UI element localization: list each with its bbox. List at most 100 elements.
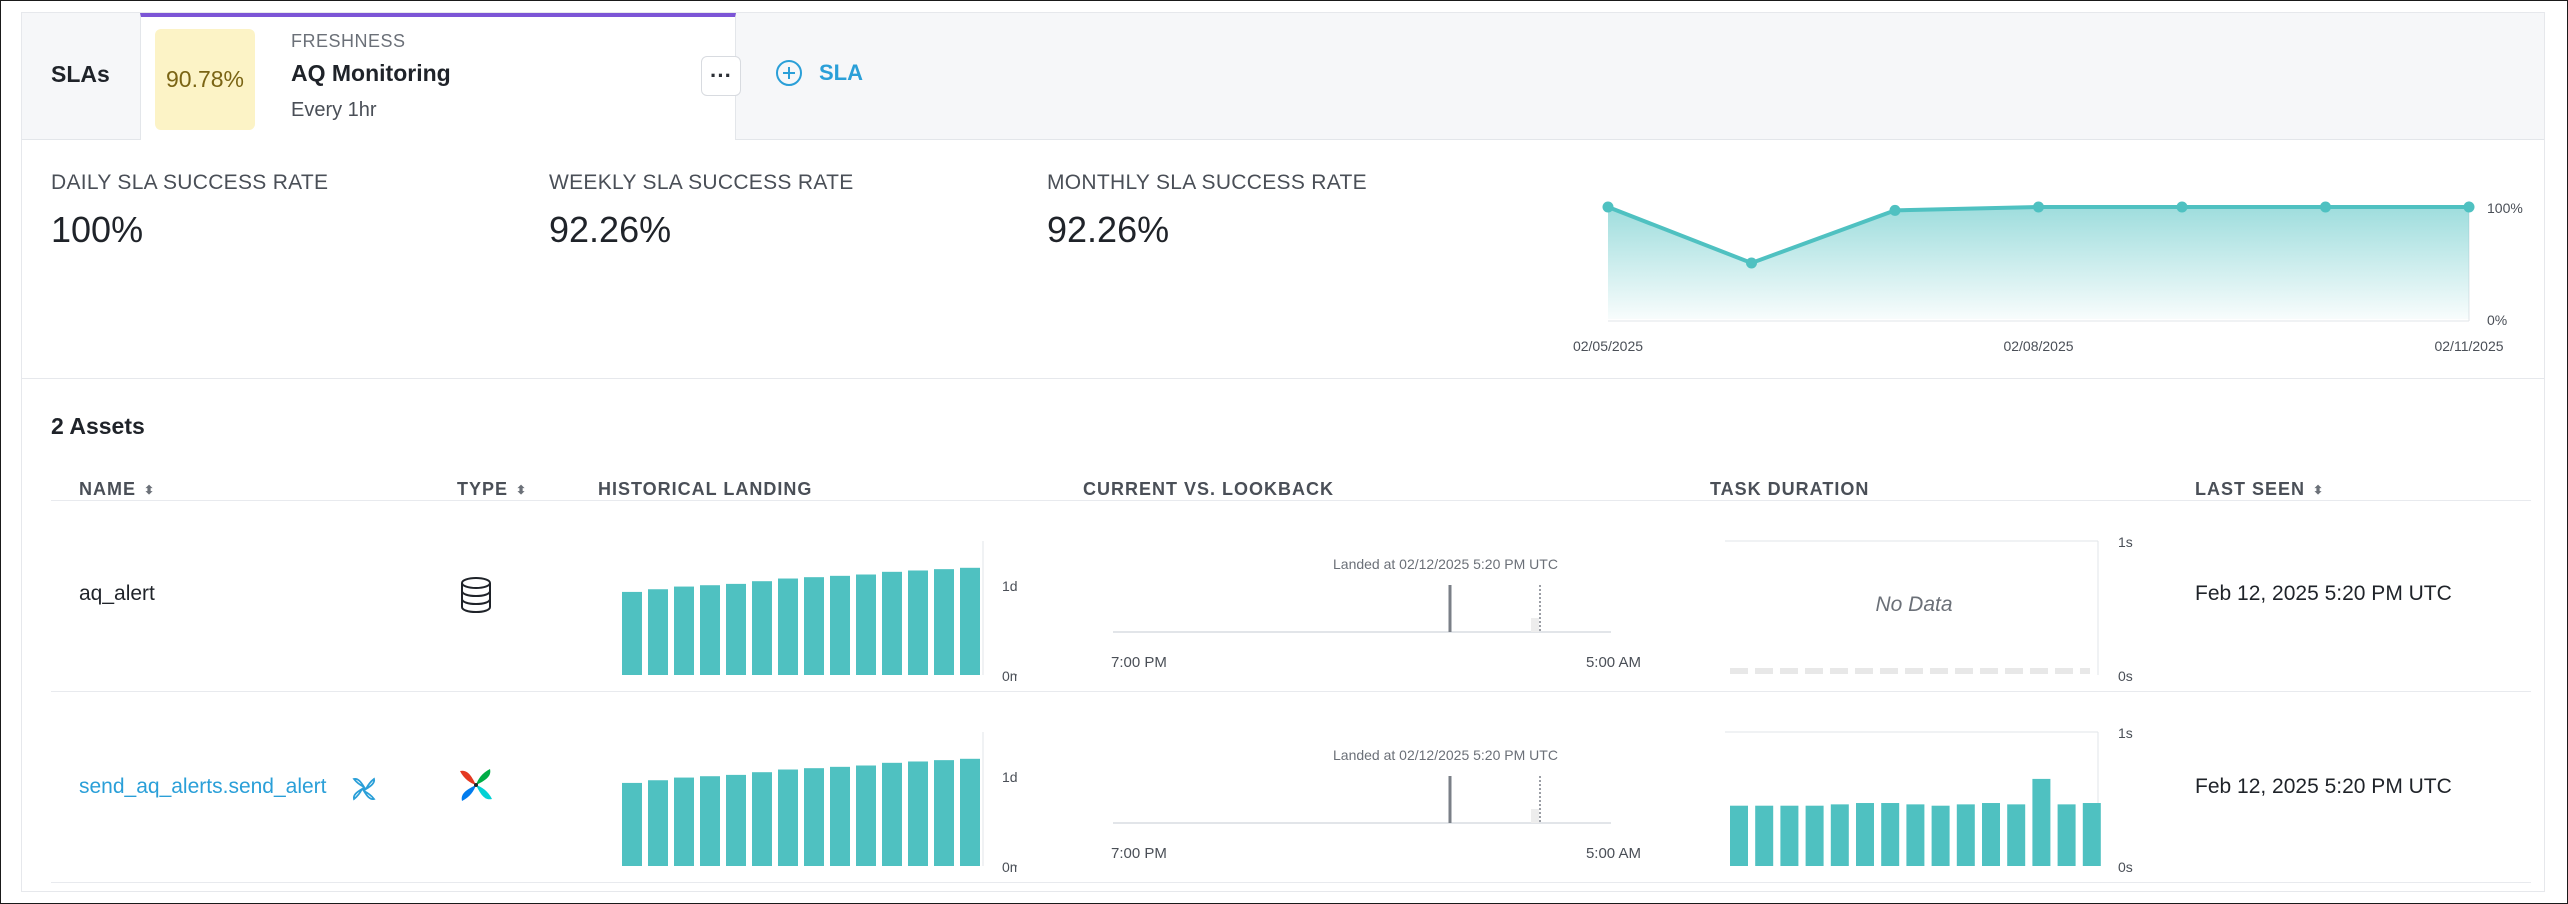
plus-circle-icon [776, 60, 802, 86]
column-type-label: TYPE [457, 479, 509, 499]
trend-point [2320, 201, 2331, 213]
asset-name[interactable]: aq_alert [79, 582, 155, 605]
sla-type-label: FRESHNESS [291, 31, 406, 51]
sort-icon: ⬍ [516, 482, 528, 497]
sla-panel: SLAs 90.78% FRESHNESS AQ Monitoring Ever… [21, 12, 2545, 892]
task-duration-chart: 1s 0s No Data [1725, 534, 2133, 684]
last-seen-value: Feb 12, 2025 5:20 PM UTC [2195, 775, 2452, 798]
y-tick-label: 1d [1002, 769, 1017, 785]
landing-bar [726, 774, 746, 866]
weekly-rate: WEEKLY SLA SUCCESS RATE 92.26% [549, 171, 854, 251]
landing-bar [856, 765, 876, 866]
monthly-rate-value: 92.26% [1047, 209, 1170, 250]
no-data-label: No Data [1875, 593, 1952, 616]
current-vs-lookback-chart: Landed at 02/12/2025 5:20 PM UTC 7:00 PM 5… [1111, 556, 1641, 671]
last-seen-value: Feb 12, 2025 5:20 PM UTC [2195, 582, 2452, 605]
trend-point [2176, 201, 2188, 213]
monthly-rate-label: MONTHLY SLA SUCCESS RATE [1047, 171, 1367, 194]
x-tick-label: 7:00 PM [1111, 845, 1167, 862]
landing-bar [882, 571, 902, 675]
asset-name-link[interactable]: send_aq_alerts.send_alert [79, 775, 327, 798]
trend-point [1746, 257, 1757, 269]
sort-icon: ⬍ [144, 482, 156, 497]
landing-bar [648, 589, 668, 675]
landing-bar [960, 567, 980, 675]
y-tick-label: 1s [2118, 725, 2133, 741]
column-header-last-seen[interactable]: LAST SEEN ⬍ [2195, 479, 2324, 500]
daily-rate: DAILY SLA SUCCESS RATE 100% [51, 171, 328, 251]
assets-count-title: 2 Assets [51, 413, 145, 439]
lookback-window [1531, 618, 1539, 632]
x-tick-label: 02/11/2025 [2434, 338, 2503, 354]
sla-name: AQ Monitoring [291, 60, 451, 86]
landing-bar [622, 782, 642, 866]
duration-bar [2082, 803, 2101, 866]
sla-percent-badge: 90.78% [155, 29, 255, 130]
duration-bar [1856, 803, 1874, 866]
daily-rate-value: 100% [51, 209, 144, 250]
column-header-name[interactable]: NAME ⬍ [79, 479, 155, 500]
sla-tab-aq-monitoring[interactable]: 90.78% FRESHNESS AQ Monitoring Every 1hr… [140, 13, 741, 140]
column-duration-label: TASK DURATION [1710, 479, 1870, 499]
landing-bar [700, 585, 720, 675]
landing-bar [856, 574, 876, 675]
monthly-rate: MONTHLY SLA SUCCESS RATE 92.26% [1047, 171, 1367, 251]
landing-bar [830, 766, 850, 866]
lineage-icon[interactable] [349, 774, 379, 804]
column-header-current: CURRENT VS. LOOKBACK [1083, 479, 1334, 500]
landing-bar [830, 575, 850, 675]
airflow-icon [460, 769, 492, 801]
landing-bar [960, 758, 980, 866]
database-icon [461, 577, 491, 614]
sla-schedule: Every 1hr [291, 99, 377, 121]
x-tick-label: 02/08/2025 [2003, 338, 2073, 354]
landing-bar [752, 772, 772, 866]
landing-bar [908, 570, 928, 675]
trend-point [2033, 201, 2044, 213]
landing-bar [908, 761, 928, 866]
column-last-seen-label: LAST SEEN [2195, 479, 2306, 499]
landing-bar [778, 769, 798, 866]
row-divider [51, 882, 2531, 883]
landing-bar [726, 583, 746, 675]
y-tick-label: 0m [1002, 859, 1017, 875]
column-name-label: NAME [79, 479, 136, 499]
landing-bar [804, 768, 824, 866]
landing-bar [804, 577, 824, 675]
duration-bar [1805, 805, 1824, 866]
landed-annotation: Landed at 02/12/2025 5:20 PM UTC [1333, 747, 1558, 763]
column-header-type[interactable]: TYPE ⬍ [457, 479, 527, 500]
landing-bar [934, 569, 954, 675]
x-tick-label: 7:00 PM [1111, 654, 1167, 671]
duration-bar [1881, 803, 1900, 866]
duration-bar [2057, 804, 2076, 866]
duration-bar [1931, 805, 1950, 866]
y-tick-label: 1s [2118, 534, 2133, 550]
trend-point [2463, 201, 2475, 213]
landing-bar [934, 760, 954, 866]
duration-bar [2032, 778, 2051, 866]
landing-bar [778, 578, 798, 675]
sla-trend-chart: 100% 0% 02/05/2025 02/08/2025 02/11/2025 [1573, 200, 2523, 354]
slas-title: SLAs [51, 61, 110, 87]
trend-point [1889, 204, 1901, 216]
add-sla-button[interactable]: SLA [775, 59, 863, 87]
landing-bar [700, 776, 720, 866]
more-options-button[interactable]: ··· [701, 56, 741, 96]
current-vs-lookback-chart: Landed at 02/12/2025 5:20 PM UTC 7:00 PM 5… [1111, 747, 1641, 862]
landing-bar [674, 777, 694, 866]
y-tick-label: 0s [2118, 668, 2133, 684]
historical-landing-chart: 1d 0m [622, 732, 1017, 875]
column-current-label: CURRENT VS. LOOKBACK [1083, 479, 1335, 499]
weekly-rate-label: WEEKLY SLA SUCCESS RATE [549, 171, 854, 194]
y-tick-label: 0% [2487, 312, 2507, 328]
y-tick-label: 0s [2118, 859, 2133, 875]
landing-bar [648, 780, 668, 866]
sla-tabbar: SLAs 90.78% FRESHNESS AQ Monitoring Ever… [22, 13, 2544, 140]
lookback-window [1531, 809, 1539, 823]
y-tick-label: 1d [1002, 578, 1017, 594]
duration-bar [2007, 804, 2026, 866]
duration-bar [1755, 805, 1774, 866]
add-sla-label: SLA [819, 60, 863, 85]
header-divider [51, 500, 2531, 501]
